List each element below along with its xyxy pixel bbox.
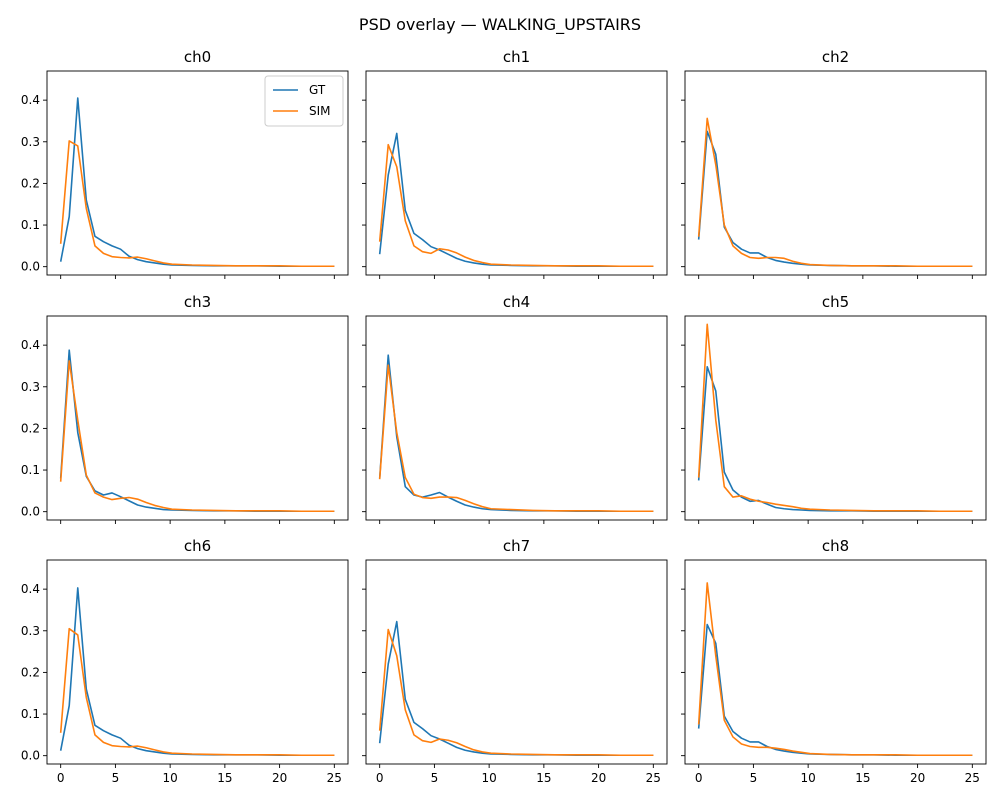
panel-ch4: ch4 [362,293,668,524]
axes-frame-ch4 [365,315,668,521]
x-tick-label: 0 [57,771,65,785]
y-tick-label: 0.1 [21,707,40,721]
x-tick-label: 20 [591,771,606,785]
panel-lines [378,132,654,268]
x-tick-label: 10 [481,771,496,785]
x-tick-label: 0 [376,771,384,785]
panel-title-ch8: ch8 [822,537,849,555]
y-tick-label: 0.1 [21,218,40,232]
panel-ch8: ch8 0 5 10 15 20 25 [681,537,987,785]
series-line-sim-ch5 [697,323,973,513]
x-tick-label: 5 [112,771,120,785]
y-tick-label: 0.3 [21,135,40,149]
axes-frame-ch0 [46,70,349,276]
series-line-sim-ch3 [59,360,335,513]
panel-title-ch1: ch1 [503,48,530,66]
y-tick-label: 0.0 [21,260,40,274]
panel-title-ch3: ch3 [184,293,211,311]
panel-ch5: ch5 [681,293,987,524]
panel-lines [378,620,654,757]
x-tick-label: 15 [855,771,870,785]
y-tick-label: 0.3 [21,624,40,638]
panel-title-ch5: ch5 [822,293,849,311]
series-line-sim-ch0 [59,140,335,268]
x-tick-label: 25 [965,771,980,785]
panel-title-ch6: ch6 [184,537,211,555]
axes-frame-ch5 [684,315,987,521]
y-tick-label: 0.2 [21,421,40,435]
panel-ch2: ch2 [681,48,987,279]
legend-label-gt: GT [309,83,326,97]
series-line-sim-ch8 [697,582,973,757]
panel-title-ch2: ch2 [822,48,849,66]
y-tick-label: 0.0 [21,749,40,763]
panel-lines [697,117,973,268]
x-tick-label: 5 [431,771,439,785]
panel-lines [59,349,335,513]
panel-ch1: ch1 [362,48,668,279]
y-tick-label: 0.4 [21,582,40,596]
y-tick-label: 0.3 [21,380,40,394]
panel-ch7: ch7 0 5 10 15 20 25 [362,537,668,785]
series-line-sim-ch4 [378,364,654,513]
x-tick-label: 5 [750,771,758,785]
panel-title-ch7: ch7 [503,537,530,555]
panel-lines [59,97,335,268]
axes-frame-ch2 [684,70,987,276]
axes-frame-ch7 [365,559,668,765]
axes-frame-ch8 [684,559,987,765]
y-tick-label: 0.4 [21,338,40,352]
x-tick-label: 25 [646,771,661,785]
panel-lines [697,323,973,513]
x-tick-label: 15 [536,771,551,785]
y-tick-label: 0.1 [21,463,40,477]
y-tick-label: 0.2 [21,665,40,679]
x-tick-label: 25 [327,771,342,785]
series-line-sim-ch7 [378,628,654,757]
panel-ch0: ch0 0.0 0.1 0.2 0.3 0.4 GT SIM [21,48,349,279]
panel-title-ch0: ch0 [184,48,211,66]
panel-ch3: ch3 0.0 0.1 0.2 0.3 0.4 [21,293,349,524]
x-tick-label: 10 [800,771,815,785]
legend-box [264,75,344,127]
series-line-sim-ch2 [697,117,973,268]
panel-grid: ch0 0.0 0.1 0.2 0.3 0.4 GT SIM ch1 ch2 ch3 0.0 0.1 0.… [21,48,987,785]
x-tick-label: 10 [162,771,177,785]
series-line-sim-ch6 [59,627,335,757]
panel-lines [378,354,654,513]
panel-lines [697,582,973,757]
x-tick-label: 15 [217,771,232,785]
legend: GT SIM [264,75,344,127]
y-tick-label: 0.4 [21,93,40,107]
axes-frame-ch6 [46,559,349,765]
axes-frame-ch1 [365,70,668,276]
panel-lines [59,587,335,757]
x-tick-label: 0 [695,771,703,785]
panel-ch6: ch6 0 5 10 15 20 25 0.0 0.1 0.2 0.3 0.4 [21,537,349,785]
panel-title-ch4: ch4 [503,293,530,311]
legend-label-sim: SIM [309,104,331,118]
y-tick-label: 0.0 [21,505,40,519]
axes-frame-ch3 [46,315,349,521]
x-tick-label: 20 [272,771,287,785]
y-tick-label: 0.2 [21,176,40,190]
series-line-sim-ch1 [378,143,654,268]
x-tick-label: 20 [910,771,925,785]
figure-title: PSD overlay — WALKING_UPSTAIRS [359,15,641,35]
